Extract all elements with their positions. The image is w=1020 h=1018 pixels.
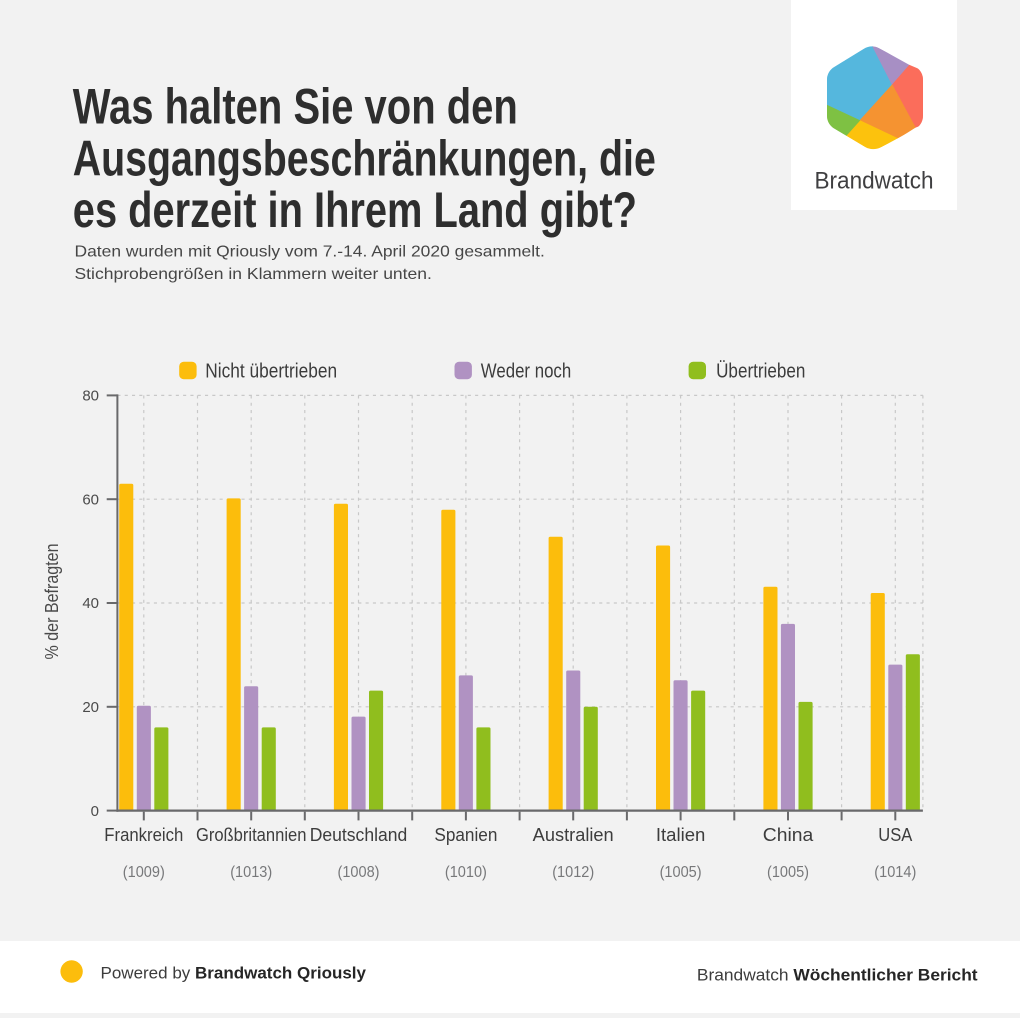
svg-text:Frankreich: Frankreich: [104, 825, 183, 845]
svg-text:Italien: Italien: [656, 825, 706, 845]
svg-text:(1005): (1005): [660, 864, 702, 881]
svg-text:Was halten Sie von den: Was halten Sie von den: [73, 78, 518, 134]
svg-text:(1008): (1008): [338, 864, 380, 881]
svg-text:Australien: Australien: [533, 825, 614, 845]
svg-text:(1009): (1009): [123, 864, 165, 881]
svg-text:Brandwatch: Brandwatch: [815, 168, 934, 195]
svg-text:20: 20: [82, 699, 99, 716]
svg-text:(1012): (1012): [552, 864, 594, 881]
svg-text:Großbritannien: Großbritannien: [196, 825, 307, 845]
svg-text:Powered by Brandwatch Qriously: Powered by Brandwatch Qriously: [101, 963, 367, 982]
svg-text:Deutschland: Deutschland: [310, 825, 408, 845]
svg-text:Weder noch: Weder noch: [481, 360, 571, 382]
svg-text:80: 80: [82, 388, 99, 405]
svg-text:Brandwatch Wöchentlicher Beric: Brandwatch Wöchentlicher Bericht: [697, 965, 978, 984]
svg-text:Daten wurden mit Qriously vom: Daten wurden mit Qriously vom 7.-14. Apr…: [75, 243, 545, 260]
svg-text:% der Befragten: % der Befragten: [42, 544, 62, 660]
svg-text:(1014): (1014): [874, 864, 916, 881]
svg-text:Stichprobengrößen in Klammern: Stichprobengrößen in Klammern weiter unt…: [75, 266, 432, 283]
svg-text:(1013): (1013): [230, 864, 272, 881]
svg-text:60: 60: [82, 491, 99, 508]
svg-text:USA: USA: [878, 825, 912, 845]
svg-text:40: 40: [82, 595, 99, 612]
svg-text:China: China: [763, 825, 815, 845]
svg-text:(1005): (1005): [767, 864, 809, 881]
svg-text:Übertrieben: Übertrieben: [716, 360, 805, 382]
svg-text:Ausgangsbeschränkungen, die: Ausgangsbeschränkungen, die: [73, 130, 656, 186]
svg-text:(1010): (1010): [445, 864, 487, 881]
svg-text:Nicht übertrieben: Nicht übertrieben: [205, 360, 337, 382]
svg-text:0: 0: [91, 803, 99, 820]
svg-text:es derzeit in Ihrem Land gibt?: es derzeit in Ihrem Land gibt?: [73, 182, 637, 238]
svg-text:Spanien: Spanien: [434, 825, 497, 845]
